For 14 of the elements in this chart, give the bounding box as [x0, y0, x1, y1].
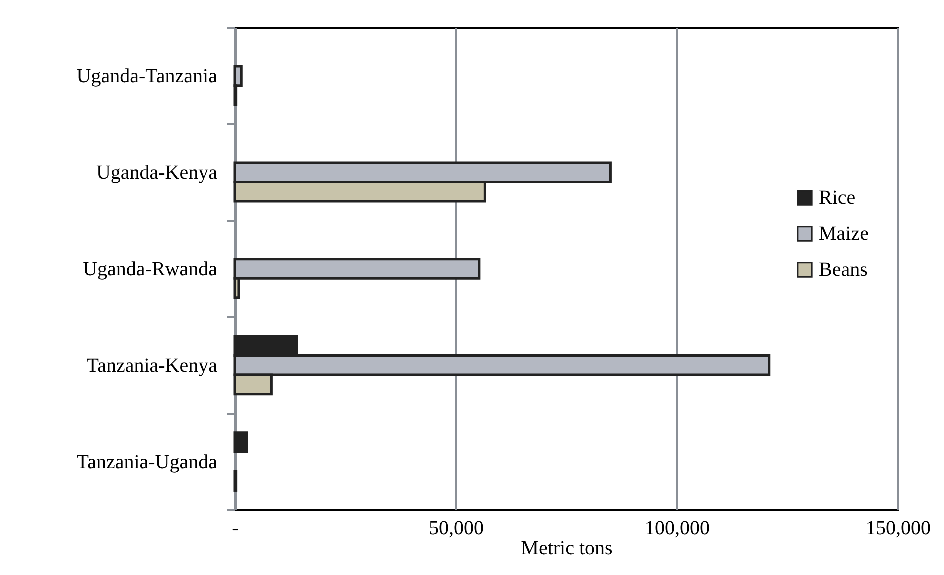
bar — [234, 432, 248, 454]
y-tick-label: Uganda-Kenya — [96, 162, 218, 184]
legend-label: Rice — [819, 187, 856, 209]
legend-label: Beans — [819, 259, 868, 281]
y-tick-label: Uganda-Rwanda — [83, 258, 218, 280]
x-tick-label: - — [232, 518, 239, 540]
y-tick-label: Tanzania-Kenya — [86, 354, 218, 377]
x-tick-label: 150,000 — [866, 518, 931, 540]
y-tick-label: Uganda-Tanzania — [76, 66, 218, 88]
x-axis-title: Metric tons — [521, 538, 614, 560]
y-tick-label: Tanzania-Uganda — [76, 451, 218, 474]
x-tick-label: 50,000 — [429, 518, 484, 540]
x-tick-label: 100,000 — [645, 518, 710, 540]
legend-label: Maize — [819, 223, 870, 245]
